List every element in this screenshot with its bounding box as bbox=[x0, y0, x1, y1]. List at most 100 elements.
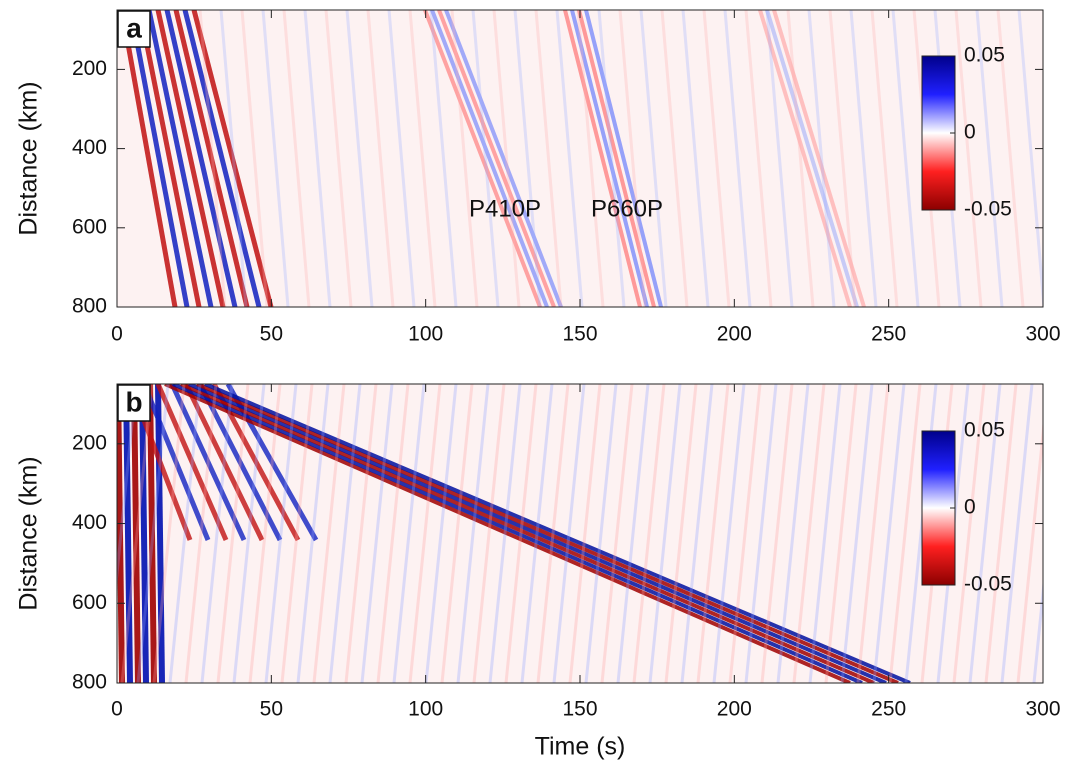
wave-band bbox=[376, 384, 410, 683]
wave-band bbox=[164, 10, 238, 307]
y-axis-label: Distance (km) bbox=[15, 456, 43, 610]
wave-band bbox=[139, 384, 149, 683]
wave-band bbox=[430, 10, 549, 307]
wave-band bbox=[1032, 578, 1043, 683]
wave-band bbox=[191, 10, 274, 307]
x-tick-label: 300 bbox=[1025, 323, 1060, 346]
x-tick-label: 200 bbox=[717, 698, 752, 721]
wavefield bbox=[119, 10, 1043, 307]
wave-band bbox=[681, 10, 710, 307]
x-tick-label: 50 bbox=[260, 698, 283, 721]
wave-band bbox=[128, 10, 190, 307]
wave-band bbox=[891, 10, 920, 307]
x-tick-label: 150 bbox=[562, 698, 597, 721]
x-axis-label: Time (s) bbox=[535, 733, 626, 761]
wave-band bbox=[408, 10, 437, 307]
wave-band bbox=[188, 384, 887, 683]
wave-band bbox=[146, 10, 214, 307]
y-tick-label: 600 bbox=[72, 591, 107, 614]
panel-label-box bbox=[117, 384, 151, 422]
wave-band bbox=[264, 384, 298, 683]
panel-label: b bbox=[125, 386, 142, 417]
wave-band bbox=[723, 10, 752, 307]
wave-band bbox=[117, 384, 125, 683]
wave-band bbox=[345, 10, 374, 307]
wave-band bbox=[786, 10, 815, 307]
wave-band bbox=[198, 10, 227, 307]
wave-band bbox=[828, 10, 857, 307]
wave-band bbox=[618, 10, 647, 307]
wave-band bbox=[182, 10, 262, 307]
wavefield bbox=[117, 384, 1043, 683]
wave-band bbox=[444, 10, 563, 307]
wave-band bbox=[584, 384, 618, 683]
wave-band bbox=[155, 384, 229, 541]
y-tick-label: 400 bbox=[72, 511, 107, 534]
wave-band bbox=[702, 10, 731, 307]
wave-band bbox=[648, 384, 682, 683]
wave-band bbox=[120, 384, 154, 683]
wave-band bbox=[840, 384, 874, 683]
wave-band bbox=[472, 384, 506, 683]
wave-band bbox=[1017, 10, 1043, 307]
wave-band bbox=[570, 10, 649, 307]
wave-band bbox=[440, 384, 474, 683]
wave-band bbox=[772, 10, 866, 307]
wave-band bbox=[680, 384, 714, 683]
colorbar-tick-label: -0.05 bbox=[964, 573, 1012, 596]
wave-band bbox=[534, 10, 563, 307]
panel-label: a bbox=[126, 12, 142, 43]
wave-band bbox=[141, 384, 211, 541]
wave-band bbox=[870, 10, 899, 307]
wave-band bbox=[555, 10, 584, 307]
y-tick-label: 400 bbox=[72, 136, 107, 159]
wave-band bbox=[155, 384, 165, 683]
wave-band bbox=[119, 10, 178, 307]
wave-band bbox=[324, 10, 353, 307]
wave-band bbox=[429, 10, 458, 307]
wave-band bbox=[280, 384, 314, 683]
plot-background bbox=[117, 384, 1043, 683]
wave-band bbox=[172, 384, 863, 683]
wave-band bbox=[123, 384, 133, 683]
wave-band bbox=[155, 10, 226, 307]
wave-band bbox=[232, 384, 266, 683]
wave-band bbox=[423, 10, 542, 307]
y-tick-label: 800 bbox=[72, 295, 107, 318]
wave-band bbox=[577, 10, 656, 307]
wave-band bbox=[261, 10, 290, 307]
wave-band bbox=[807, 10, 836, 307]
x-tick-label: 250 bbox=[871, 323, 906, 346]
wave-band bbox=[520, 384, 554, 683]
wave-band bbox=[344, 384, 378, 683]
wave-band bbox=[849, 10, 878, 307]
wave-band bbox=[824, 384, 858, 683]
colorbar-tick-label: 0 bbox=[964, 496, 976, 519]
wave-band bbox=[184, 384, 218, 683]
x-tick-label: 300 bbox=[1025, 698, 1060, 721]
wave-band bbox=[600, 384, 634, 683]
y-tick-label: 800 bbox=[72, 671, 107, 694]
x-tick-label: 200 bbox=[717, 323, 752, 346]
wave-band bbox=[488, 384, 522, 683]
wave-band bbox=[303, 10, 332, 307]
wave-band bbox=[456, 384, 490, 683]
x-tick-label: 50 bbox=[260, 323, 283, 346]
phase-annotation: P660P bbox=[591, 195, 663, 222]
wave-band bbox=[728, 384, 762, 683]
wave-band bbox=[552, 384, 586, 683]
wave-band bbox=[758, 10, 852, 307]
wave-band bbox=[392, 384, 426, 683]
wave-band bbox=[169, 384, 247, 542]
wave-band bbox=[492, 10, 521, 307]
wave-band bbox=[164, 384, 851, 683]
wave-band bbox=[696, 384, 730, 683]
plot-background bbox=[117, 10, 1043, 307]
wave-band bbox=[1000, 384, 1034, 683]
wave-band bbox=[765, 10, 794, 307]
wave-band bbox=[131, 384, 141, 683]
wave-band bbox=[664, 384, 698, 683]
wave-band bbox=[597, 10, 626, 307]
wave-band bbox=[137, 10, 202, 307]
